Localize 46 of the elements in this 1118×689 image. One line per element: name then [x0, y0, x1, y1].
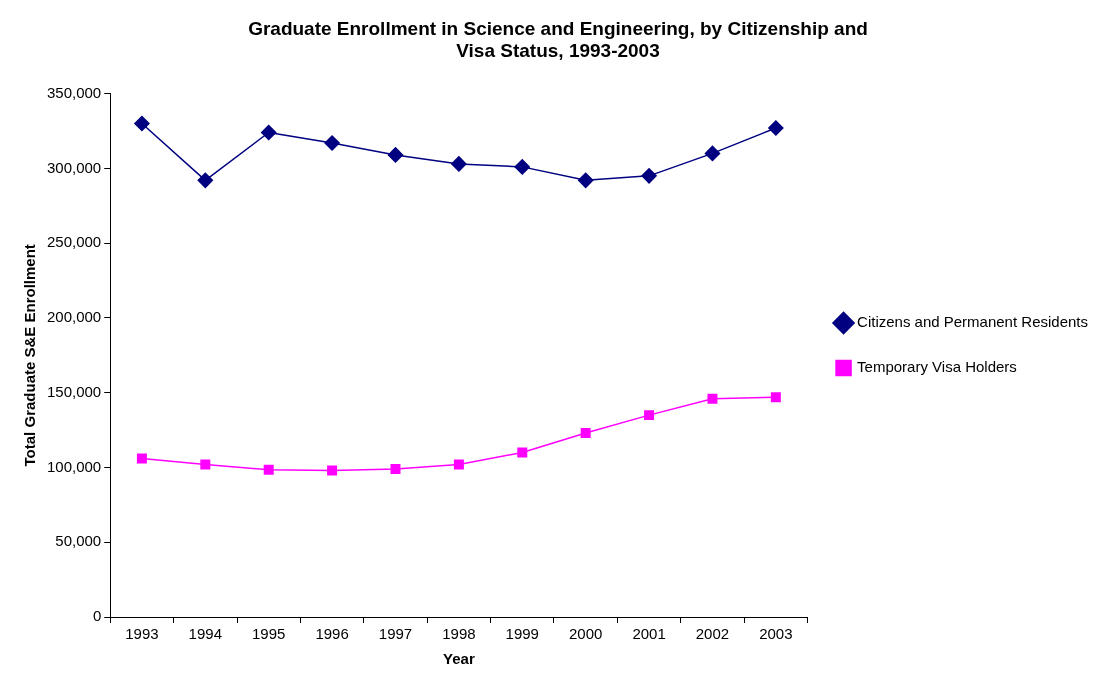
y-tick-label: 300,000 [46, 158, 102, 176]
y-tick-label: 0 [92, 607, 102, 625]
point [770, 392, 781, 403]
point [768, 120, 784, 136]
point [514, 159, 531, 175]
x-tick-label: 2001 [632, 625, 666, 643]
y-tick-label: 200,000 [46, 308, 102, 326]
point [707, 393, 718, 404]
point [200, 459, 211, 470]
point [644, 410, 655, 421]
y-tick-label: 100,000 [46, 457, 102, 475]
legend-label: Citizens and Permanent Residents [857, 313, 1089, 331]
y-tick-label: 250,000 [46, 233, 102, 251]
point [387, 147, 404, 163]
point [704, 145, 721, 162]
x-tick-label: 1996 [315, 625, 349, 643]
x-tick-label: 2002 [695, 625, 730, 643]
x-tick-label: 1994 [188, 625, 222, 643]
point [641, 168, 657, 184]
x-tick-label: 1999 [505, 625, 539, 643]
point [263, 464, 274, 475]
x-tick-label: 2003 [759, 625, 793, 643]
x-tick-label: 1997 [378, 625, 413, 643]
point [577, 172, 594, 189]
point [134, 115, 150, 132]
y-tick-label: 50,000 [55, 532, 102, 550]
point [197, 172, 214, 189]
x-tick-label: 2000 [568, 625, 603, 643]
point [453, 459, 464, 470]
x-tick-label: 1993 [125, 625, 159, 643]
x-tick-label: 1998 [442, 625, 476, 643]
y-axis-title: Total Graduate S&E Enrollment [21, 244, 39, 467]
point [517, 447, 528, 458]
point [260, 124, 277, 141]
point [327, 465, 338, 476]
point [390, 463, 401, 474]
point [136, 453, 147, 464]
point [324, 135, 340, 151]
y-tick-label: 350,000 [46, 83, 102, 101]
point [451, 156, 467, 172]
x-tick-label: 1995 [252, 625, 286, 643]
legend-label: Temporary Visa Holders [857, 358, 1017, 376]
y-tick-label: 150,000 [46, 382, 102, 400]
x-axis-title: Year [443, 650, 475, 668]
chart-title: Graduate Enrollment in Science and Engineering, by Citizenship and Visa Status, 1993-2003 [248, 17, 868, 62]
point [580, 428, 591, 439]
